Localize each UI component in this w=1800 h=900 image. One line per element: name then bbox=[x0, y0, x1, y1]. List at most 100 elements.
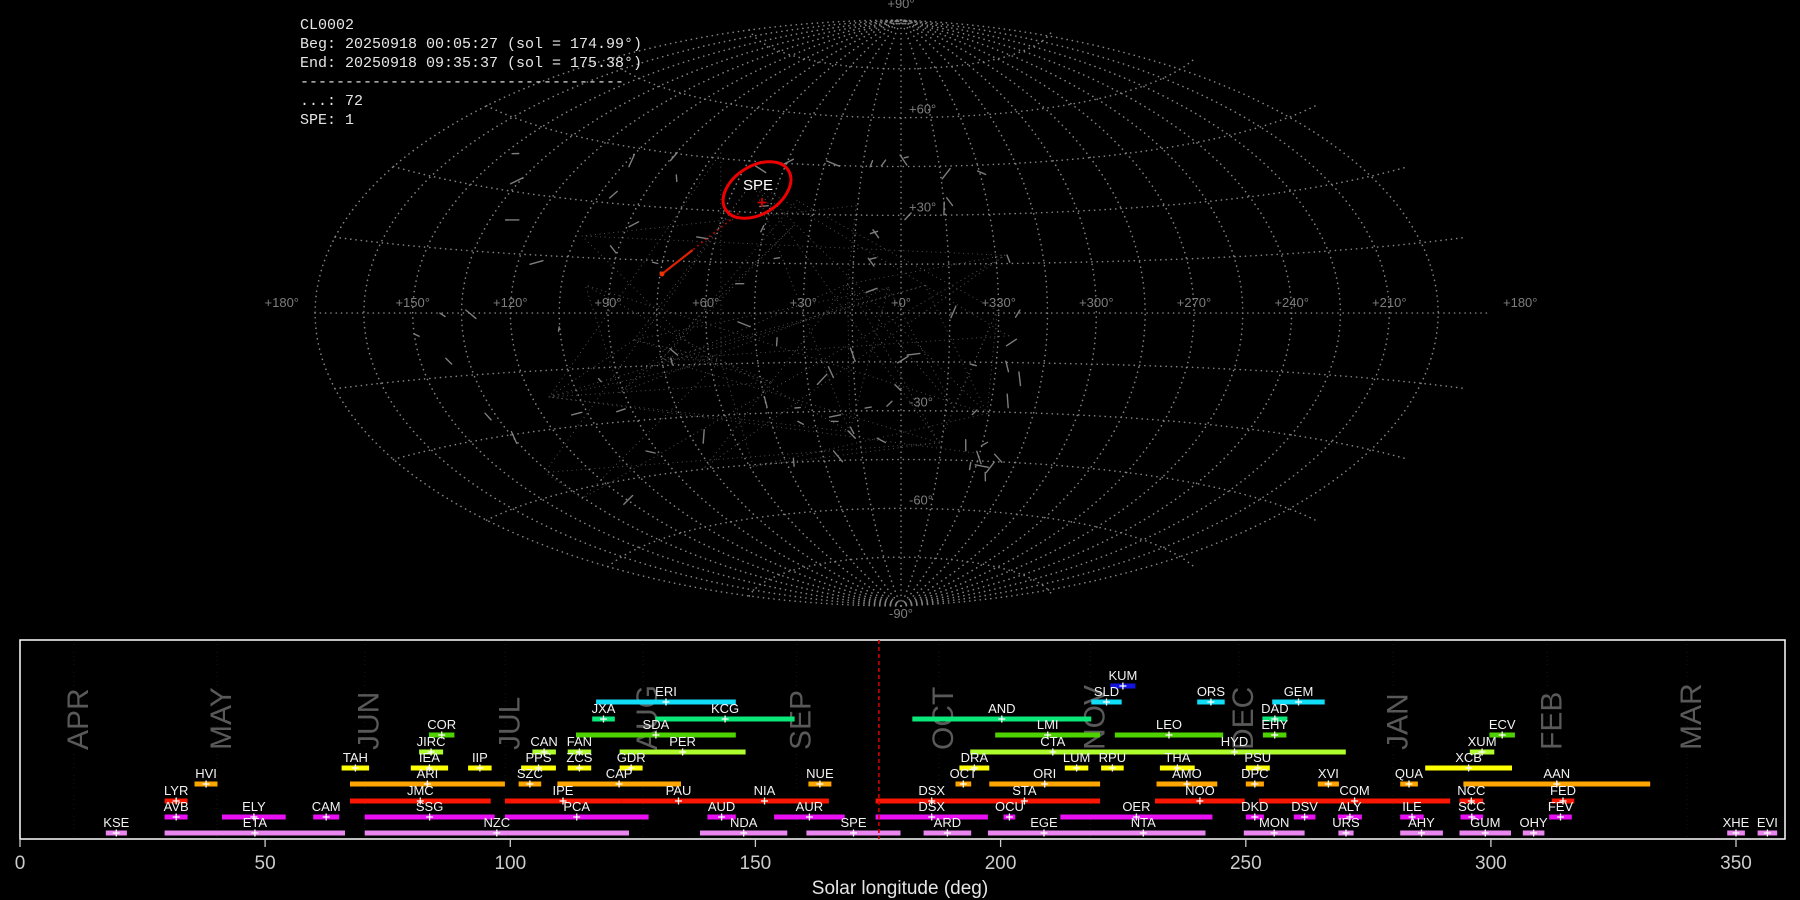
svg-text:KUM: KUM bbox=[1108, 668, 1137, 683]
svg-text:HYD: HYD bbox=[1221, 734, 1248, 749]
svg-text:PPS: PPS bbox=[525, 750, 551, 765]
svg-text:AND: AND bbox=[988, 701, 1015, 716]
svg-text:IEA: IEA bbox=[419, 750, 440, 765]
svg-text:AHY: AHY bbox=[1408, 815, 1435, 830]
svg-text:HVI: HVI bbox=[195, 766, 217, 781]
svg-text:AAN: AAN bbox=[1543, 766, 1570, 781]
svg-text:GEM: GEM bbox=[1284, 684, 1314, 699]
svg-text:LMI: LMI bbox=[1037, 717, 1059, 732]
svg-text:SLD: SLD bbox=[1094, 684, 1119, 699]
svg-text:THA: THA bbox=[1164, 750, 1190, 765]
svg-text:300: 300 bbox=[1475, 853, 1507, 874]
svg-text:JUN: JUN bbox=[353, 692, 386, 750]
svg-text:FED: FED bbox=[1550, 783, 1576, 798]
svg-text:STA: STA bbox=[1012, 783, 1037, 798]
svg-text:NOO: NOO bbox=[1185, 783, 1215, 798]
svg-text:LYR: LYR bbox=[164, 783, 188, 798]
svg-text:OCU: OCU bbox=[995, 799, 1024, 814]
svg-text:MAY: MAY bbox=[205, 687, 238, 750]
svg-text:NZC: NZC bbox=[483, 815, 510, 830]
svg-text:JIRC: JIRC bbox=[417, 734, 446, 749]
svg-text:DKD: DKD bbox=[1241, 799, 1268, 814]
svg-text:AUR: AUR bbox=[796, 799, 823, 814]
svg-text:LUM: LUM bbox=[1063, 750, 1090, 765]
svg-text:XVI: XVI bbox=[1318, 766, 1339, 781]
svg-text:ERI: ERI bbox=[655, 684, 677, 699]
svg-text:0: 0 bbox=[15, 853, 26, 874]
svg-text:XCB: XCB bbox=[1455, 750, 1482, 765]
svg-text:Solar longitude (deg): Solar longitude (deg) bbox=[812, 878, 988, 899]
svg-text:ECV: ECV bbox=[1489, 717, 1516, 732]
svg-text:JXA: JXA bbox=[592, 701, 616, 716]
svg-text:PER: PER bbox=[669, 734, 696, 749]
svg-text:ELY: ELY bbox=[242, 799, 266, 814]
svg-text:250: 250 bbox=[1230, 853, 1262, 874]
svg-text:NCC: NCC bbox=[1457, 783, 1485, 798]
svg-text:IPE: IPE bbox=[553, 783, 574, 798]
svg-text:NDA: NDA bbox=[730, 815, 758, 830]
svg-text:GUM: GUM bbox=[1470, 815, 1500, 830]
svg-text:150: 150 bbox=[740, 853, 772, 874]
svg-text:350: 350 bbox=[1720, 853, 1752, 874]
svg-text:LEO: LEO bbox=[1156, 717, 1182, 732]
svg-text:OER: OER bbox=[1122, 799, 1150, 814]
svg-text:DSV: DSV bbox=[1291, 799, 1318, 814]
svg-text:200: 200 bbox=[985, 853, 1017, 874]
svg-text:AVB: AVB bbox=[164, 799, 189, 814]
svg-text:ALY: ALY bbox=[1338, 799, 1362, 814]
svg-text:50: 50 bbox=[255, 853, 276, 874]
svg-text:ORS: ORS bbox=[1197, 684, 1226, 699]
svg-text:ILE: ILE bbox=[1402, 799, 1422, 814]
svg-text:SDA: SDA bbox=[643, 717, 670, 732]
svg-text:JUL: JUL bbox=[493, 697, 526, 750]
svg-text:DPC: DPC bbox=[1241, 766, 1268, 781]
svg-text:RPU: RPU bbox=[1099, 750, 1126, 765]
svg-text:SPE: SPE bbox=[840, 815, 866, 830]
svg-text:PSU: PSU bbox=[1244, 750, 1271, 765]
svg-text:ARI: ARI bbox=[417, 766, 439, 781]
svg-text:DSX: DSX bbox=[918, 783, 945, 798]
svg-text:OHY: OHY bbox=[1520, 815, 1549, 830]
svg-text:CAN: CAN bbox=[530, 734, 557, 749]
svg-text:CAP: CAP bbox=[606, 766, 633, 781]
svg-text:ORI: ORI bbox=[1033, 766, 1056, 781]
svg-text:EVI: EVI bbox=[1757, 815, 1778, 830]
svg-text:COM: COM bbox=[1339, 783, 1369, 798]
svg-text:APR: APR bbox=[62, 688, 95, 750]
svg-text:MON: MON bbox=[1259, 815, 1289, 830]
svg-text:KSE: KSE bbox=[103, 815, 129, 830]
svg-text:QUA: QUA bbox=[1395, 766, 1424, 781]
svg-text:ARD: ARD bbox=[934, 815, 961, 830]
svg-text:NUE: NUE bbox=[806, 766, 834, 781]
svg-text:100: 100 bbox=[494, 853, 526, 874]
svg-text:AUD: AUD bbox=[708, 799, 735, 814]
svg-text:ETA: ETA bbox=[243, 815, 268, 830]
svg-text:NIA: NIA bbox=[754, 783, 776, 798]
svg-text:EGE: EGE bbox=[1030, 815, 1058, 830]
svg-text:FAN: FAN bbox=[567, 734, 592, 749]
svg-text:XHE: XHE bbox=[1723, 815, 1750, 830]
svg-text:MAR: MAR bbox=[1675, 683, 1708, 750]
svg-text:ZCS: ZCS bbox=[566, 750, 592, 765]
svg-text:DAD: DAD bbox=[1261, 701, 1288, 716]
svg-text:OCT: OCT bbox=[950, 766, 978, 781]
svg-text:TAH: TAH bbox=[343, 750, 368, 765]
svg-text:JAN: JAN bbox=[1381, 693, 1414, 750]
svg-text:COR: COR bbox=[427, 717, 456, 732]
svg-text:AMO: AMO bbox=[1172, 766, 1202, 781]
svg-text:CTA: CTA bbox=[1040, 734, 1065, 749]
svg-text:SZC: SZC bbox=[517, 766, 543, 781]
svg-text:URS: URS bbox=[1332, 815, 1360, 830]
svg-text:PAU: PAU bbox=[666, 783, 692, 798]
svg-text:CAM: CAM bbox=[312, 799, 341, 814]
svg-text:KCG: KCG bbox=[711, 701, 739, 716]
svg-text:GDR: GDR bbox=[617, 750, 646, 765]
svg-text:SCC: SCC bbox=[1458, 799, 1485, 814]
svg-text:EHY: EHY bbox=[1261, 717, 1288, 732]
svg-text:DSX: DSX bbox=[918, 799, 945, 814]
svg-text:XUM: XUM bbox=[1468, 734, 1497, 749]
svg-text:DRA: DRA bbox=[961, 750, 989, 765]
svg-text:NTA: NTA bbox=[1131, 815, 1156, 830]
svg-text:PCA: PCA bbox=[563, 799, 590, 814]
svg-text:SSG: SSG bbox=[416, 799, 443, 814]
